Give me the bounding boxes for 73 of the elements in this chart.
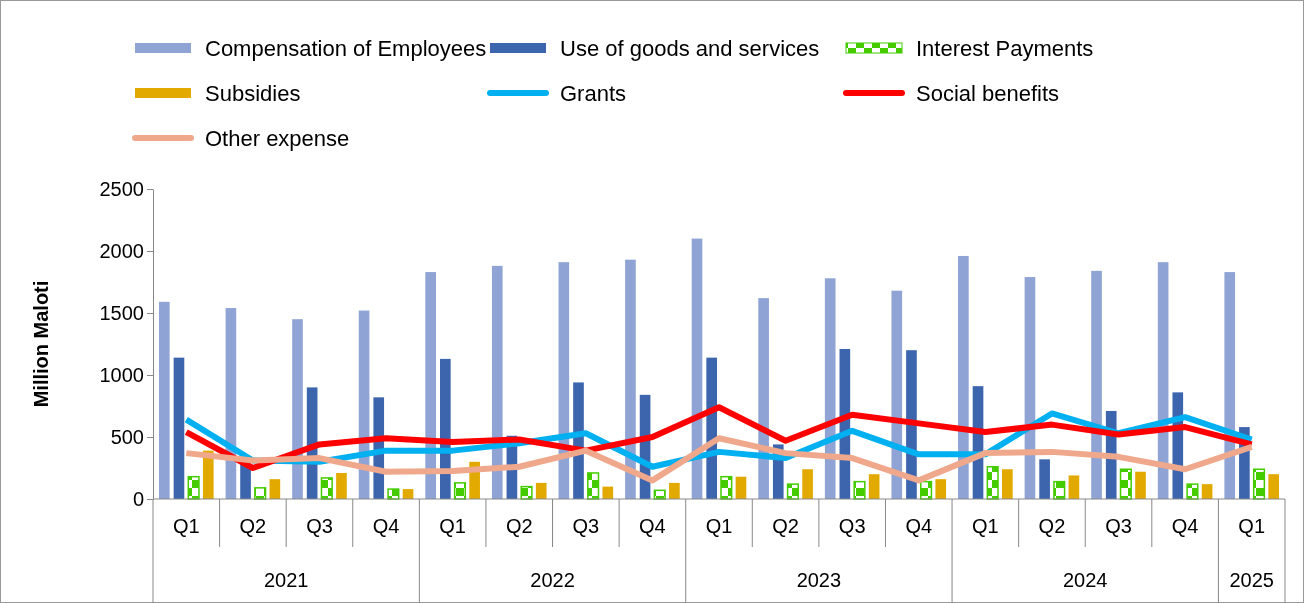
bar (491, 265, 503, 499)
bar (158, 301, 170, 499)
legend-label: Other expense (205, 126, 350, 151)
bar (1053, 480, 1066, 500)
bar (535, 482, 547, 499)
legend-label: Social benefits (916, 81, 1060, 106)
bar (1091, 270, 1102, 499)
x-tick-label: Q4 (639, 515, 666, 537)
text: 2025 (1229, 569, 1274, 591)
legend-label: Subsidies (205, 81, 301, 106)
bar (1068, 475, 1080, 499)
bar (935, 479, 947, 499)
bar (602, 486, 614, 499)
x-tick-label: Q1 (972, 515, 999, 537)
x-tick-label: Q4 (372, 515, 400, 537)
bar (336, 472, 347, 499)
bar (853, 480, 866, 500)
legend-label: Use of goods and services (560, 36, 820, 61)
bar (269, 479, 281, 499)
x-tick-label: Q2 (505, 515, 533, 537)
y-tick-label: 0 (132, 487, 144, 510)
bar (720, 475, 733, 500)
x-tick-label: Q4 (1171, 515, 1199, 537)
bar (986, 466, 999, 500)
x-tick-label: Q2 (772, 515, 799, 537)
text: 2022 (530, 569, 575, 591)
y-tick-label: 2000 (99, 239, 144, 262)
bar (292, 319, 303, 499)
bar (625, 259, 636, 499)
y-axis-title: Million Maloti (30, 280, 52, 408)
bar (1252, 468, 1266, 500)
bar (786, 483, 799, 500)
bar (758, 298, 769, 499)
bar (520, 485, 533, 500)
y-tick-label: 2500 (99, 177, 144, 200)
x-tick-label: Q3 (572, 515, 600, 537)
bar (425, 272, 436, 499)
bar (1224, 272, 1236, 499)
bar (1135, 471, 1146, 499)
bar (187, 475, 200, 500)
bar (453, 482, 467, 500)
bar (669, 482, 680, 499)
bar (868, 474, 880, 499)
y-tick-label: 1500 (99, 301, 144, 324)
bar (1039, 459, 1050, 499)
x-tick-label: Q3 (1105, 515, 1132, 537)
x-tick-label: Q2 (1038, 515, 1066, 537)
x-tick-label: Q1 (439, 515, 466, 537)
bar (1186, 483, 1199, 500)
x-tick-label: Q4 (905, 515, 933, 537)
x-tick-label: Q1 (705, 515, 733, 537)
bar (1002, 469, 1013, 499)
bar (1268, 474, 1280, 499)
bar (587, 472, 600, 500)
y-tick-label: 1000 (99, 363, 144, 386)
x-tick-label: Q1 (172, 515, 200, 537)
y-tick-label: 500 (110, 425, 144, 448)
text: 2023 (796, 569, 842, 591)
bar (958, 255, 969, 499)
legend-label: Compensation of Employees (205, 36, 487, 61)
legend-label: Grants (560, 81, 627, 106)
text: 2021 (263, 569, 309, 591)
x-tick-label: Q2 (239, 515, 267, 537)
bar (802, 469, 813, 499)
x-tick-label: Q3 (838, 515, 866, 537)
text: 2024 (1062, 569, 1108, 591)
bar (320, 477, 333, 500)
bar (1119, 468, 1132, 500)
x-tick-label: Q3 (306, 515, 333, 537)
bar (824, 278, 836, 499)
x-tick-label: Q1 (1238, 515, 1266, 537)
bar (173, 357, 185, 499)
legend-label: Interest Payments (916, 36, 1094, 61)
